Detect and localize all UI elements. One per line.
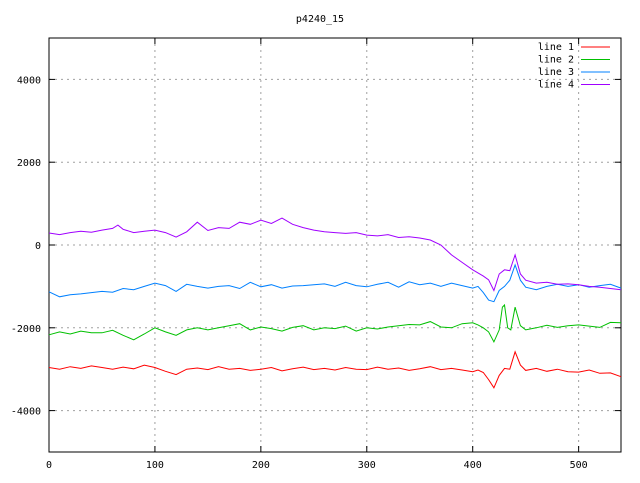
x-tick-label: 100 (146, 460, 164, 471)
chart-title: p4240_15 (296, 14, 344, 25)
x-tick-label: 500 (570, 460, 588, 471)
legend-label-4: line 4 (538, 80, 574, 91)
legend-label-1: line 1 (538, 42, 574, 53)
series-line-2 (48, 303, 622, 344)
x-tick-label: 300 (358, 460, 376, 471)
x-tick-label: 0 (46, 460, 52, 471)
y-tick-label: 2000 (17, 158, 41, 169)
plot-border (48, 37, 622, 453)
series-line-4 (48, 217, 622, 292)
series-lines (48, 217, 622, 389)
legend-label-2: line 2 (538, 55, 574, 66)
x-tick-label: 400 (464, 460, 482, 471)
series-line-3 (48, 263, 622, 303)
y-tick-label: -4000 (11, 407, 41, 418)
legend-label-3: line 3 (538, 67, 574, 78)
series-line-1 (48, 350, 622, 389)
y-tick-label: 4000 (17, 75, 41, 86)
y-tick-label: -2000 (11, 324, 41, 335)
y-tick-label: 0 (35, 241, 41, 252)
x-tick-label: 200 (252, 460, 270, 471)
axes: 0 100 200 300 400 500 -4000 -2000 0 2000 4000 (11, 37, 622, 471)
